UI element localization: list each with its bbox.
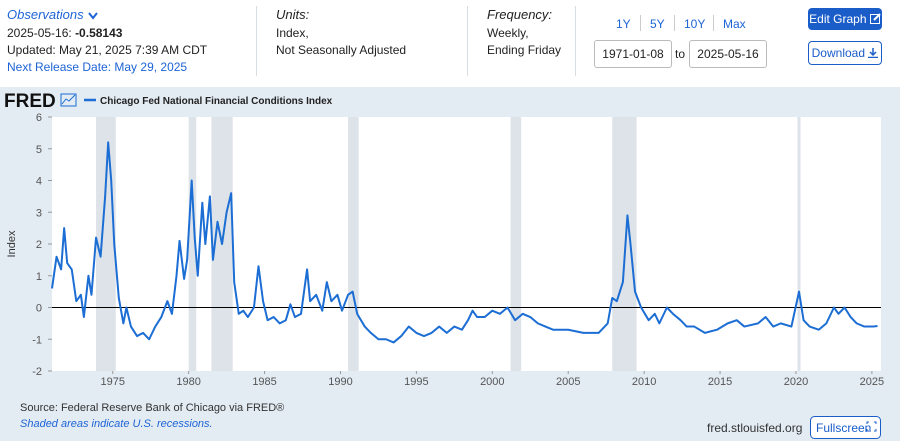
- frequency-line: Weekly,: [487, 26, 529, 40]
- units-line: Index,: [276, 26, 309, 40]
- separator: [640, 15, 641, 31]
- site: fred.stlouisfed.org: [707, 421, 802, 435]
- recession-band: [188, 117, 197, 371]
- x-tick-label: 1995: [404, 376, 428, 388]
- observations-text: Observations: [7, 7, 84, 22]
- separator: [575, 6, 576, 76]
- download-icon: [868, 48, 879, 59]
- y-tick-label: -2: [32, 366, 42, 378]
- separator: [674, 15, 675, 31]
- y-tick-label: 3: [36, 207, 42, 219]
- button-frame: [810, 416, 881, 439]
- logo-icon: [60, 93, 77, 107]
- button-text: Edit Graph: [809, 12, 867, 26]
- separator: [256, 6, 257, 76]
- updated: Updated: May 21, 2025 7:39 AM CDT: [7, 43, 208, 57]
- y-tick-label: 4: [36, 176, 42, 188]
- y-tick-label: 2: [36, 239, 42, 251]
- recession-band: [612, 117, 637, 371]
- x-tick-label: 2010: [632, 376, 656, 388]
- separator: [713, 15, 714, 31]
- button-text: Fullscreen: [816, 421, 871, 435]
- recession-band: [510, 117, 522, 371]
- observation-date: 2025-05-16:: [7, 26, 72, 40]
- y-axis-label: Index: [6, 230, 18, 257]
- units-line: Not Seasonally Adjusted: [276, 43, 407, 57]
- x-tick-label: 2020: [784, 376, 808, 388]
- x-tick-label: 2025: [860, 376, 884, 388]
- series-line: [51, 141, 878, 344]
- range-button[interactable]: 1Y: [616, 17, 631, 31]
- recession-band: [96, 117, 116, 371]
- units-label: Units:: [276, 7, 310, 22]
- fred-logo: FRED: [4, 91, 56, 112]
- observations-label[interactable]: Observations: [7, 7, 99, 22]
- range-button[interactable]: 10Y: [684, 17, 706, 31]
- x-tick-label: 2005: [556, 376, 580, 388]
- y-tick-label: -1: [32, 334, 42, 346]
- frequency-line: Ending Friday: [487, 43, 562, 57]
- recession-band: [797, 117, 801, 371]
- chart: FRED Index Source: Federal Reserve Bank …: [0, 87, 900, 441]
- download-button[interactable]: Download: [808, 41, 882, 65]
- y-tick-label: 6: [36, 112, 42, 124]
- y-tick-label: 5: [36, 144, 42, 156]
- recession-band: [348, 117, 359, 371]
- start-date[interactable]: 1971-01-08: [594, 40, 672, 68]
- x-tick-label: 1985: [252, 376, 276, 388]
- source: Source: Federal Reserve Bank of Chicago …: [20, 402, 284, 414]
- next-release[interactable]: Next Release Date: May 29, 2025: [7, 60, 188, 74]
- x-tick-label: 2015: [708, 376, 732, 388]
- frequency-label: Frequency:: [487, 7, 553, 22]
- legend-label: Chicago Fed National Financial Condition…: [100, 96, 333, 107]
- x-tick-label: 2000: [480, 376, 504, 388]
- separator: [467, 6, 468, 76]
- y-tick-label: 0: [36, 303, 42, 315]
- fullscreen-icon: [866, 421, 877, 432]
- fullscreen-button[interactable]: Fullscreen: [810, 416, 881, 439]
- end-date[interactable]: 2025-05-16: [689, 40, 767, 68]
- observation-value: 2025-05-16: -0.58143: [7, 26, 122, 40]
- edit-icon: [869, 13, 881, 24]
- x-tick-label: 1980: [176, 376, 200, 388]
- recession-note: Shaded areas indicate U.S. recessions.: [20, 418, 213, 430]
- y-tick-label: 1: [36, 271, 42, 283]
- x-tick-label: 1975: [100, 376, 124, 388]
- to-label: to: [675, 47, 686, 61]
- button-text: Download: [811, 46, 866, 60]
- range-button[interactable]: Max: [723, 17, 746, 31]
- observation-number: -0.58143: [75, 26, 123, 40]
- range-button[interactable]: 5Y: [650, 17, 665, 31]
- chevron-icon: [88, 11, 98, 20]
- plot-area: [52, 117, 881, 371]
- edit-graph-button[interactable]: Edit Graph: [808, 8, 882, 30]
- x-tick-label: 1990: [328, 376, 352, 388]
